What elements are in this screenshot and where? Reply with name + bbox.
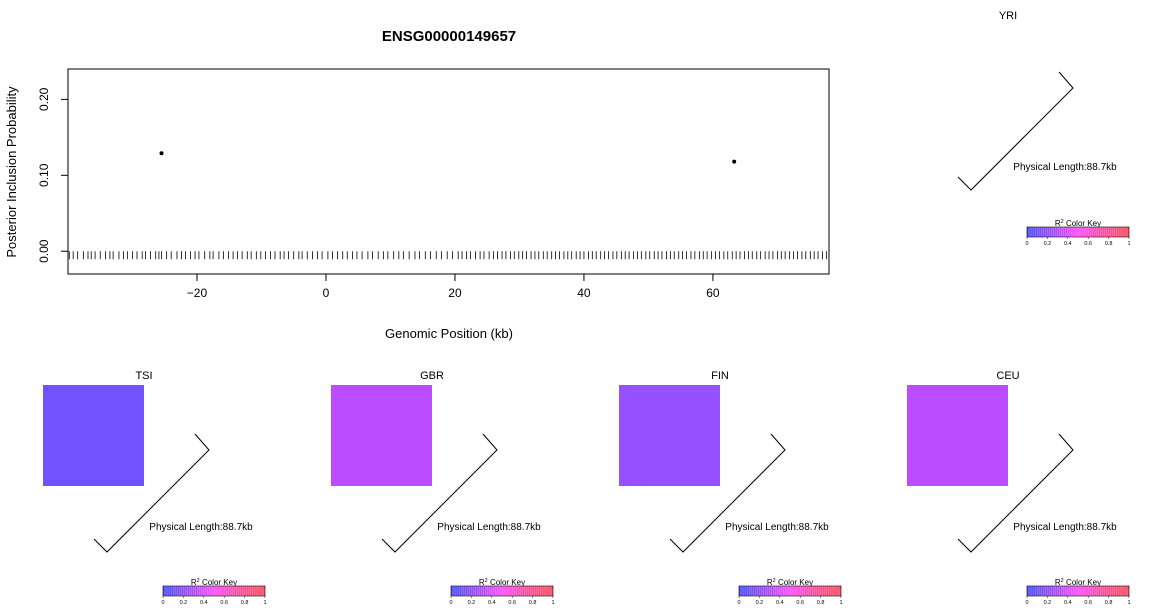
color-key-bar — [1026, 226, 1130, 238]
x-tick-label: −20 — [187, 286, 208, 300]
physical-length-label: Physical Length:88.7kb — [437, 522, 541, 533]
color-key-bar — [1026, 585, 1130, 597]
ld-panel-fin: FIN Physical Length:88.7kb R2 Color Key 0 0.… — [619, 370, 843, 606]
y-tick-label: 0.00 — [37, 239, 51, 263]
ld-triangle-outline — [93, 433, 210, 553]
plot-title: ENSG00000149657 — [382, 28, 516, 45]
color-key-tick-label: 1 — [839, 600, 842, 606]
color-key-tick-label: 0.4 — [488, 600, 496, 606]
physical-length-label: Physical Length:88.7kb — [1013, 522, 1117, 533]
color-key-tick-label: 1 — [1127, 241, 1130, 247]
color-key-title: R2 Color Key — [479, 578, 525, 587]
population-label: CEU — [996, 370, 1019, 382]
population-label: TSI — [135, 370, 152, 382]
ld-cell — [907, 385, 1008, 486]
physical-length-label: Physical Length:88.7kb — [1013, 162, 1117, 173]
color-key-tick-label: 0.2 — [756, 600, 764, 606]
y-axis-label: Posterior Inclusion Probability — [4, 86, 19, 258]
snp-rug — [68, 251, 827, 260]
y-tick-label: 0.10 — [37, 163, 51, 187]
population-label: FIN — [711, 370, 729, 382]
color-key-bar — [162, 585, 266, 597]
population-label: GBR — [420, 370, 444, 382]
color-key-tick-label: 1 — [263, 600, 266, 606]
ld-panel-gbr: GBR Physical Length:88.7kb R2 Color Key 0 0.… — [331, 370, 555, 606]
color-key-tick-label: 0.4 — [200, 600, 208, 606]
color-key-tick-label: 0.8 — [817, 600, 825, 606]
r2-color-key: R2 Color Key 0 0.2 0.4 0.6 0.8 1 — [737, 578, 842, 606]
ld-triangle-outline — [669, 433, 786, 553]
color-key-tick-label: 0 — [737, 600, 740, 606]
color-key-title: R2 Color Key — [191, 578, 237, 587]
color-key-tick-label: 0.8 — [1105, 241, 1113, 247]
r2-color-key: R2 Color Key 0 0.2 0.4 0.6 0.8 1 — [1025, 578, 1130, 606]
color-key-tick-label: 0.6 — [1084, 600, 1092, 606]
color-key-tick-label: 1 — [1127, 600, 1130, 606]
color-key-title: R2 Color Key — [1055, 219, 1101, 228]
x-axis-label: Genomic Position (kb) — [385, 326, 513, 341]
color-key-tick-label: 0.8 — [241, 600, 249, 606]
color-key-tick-label: 0 — [161, 600, 164, 606]
physical-length-label: Physical Length:88.7kb — [725, 522, 829, 533]
ld-triangle-outline — [381, 433, 498, 553]
color-key-tick-label: 0.2 — [180, 600, 188, 606]
population-label: YRI — [999, 10, 1017, 22]
data-point — [159, 151, 164, 156]
x-axis: −20 0 20 40 60 — [187, 273, 720, 300]
x-tick-label: 60 — [706, 286, 720, 300]
ld-panel-ceu: CEU Physical Length:88.7kb R2 Color Key 0 0.… — [907, 370, 1131, 606]
color-key-tick-label: 0.2 — [468, 600, 476, 606]
y-axis: 0.00 0.10 0.20 — [37, 87, 69, 263]
x-tick-label: 20 — [448, 286, 462, 300]
color-key-title: R2 Color Key — [1055, 578, 1101, 587]
ld-cell — [619, 385, 720, 486]
ld-cell — [43, 385, 144, 486]
ld-panel-yri: YRI Physical Length:88.7kb R2 Color Key 0 0.… — [957, 10, 1131, 247]
color-key-bar — [450, 585, 554, 597]
color-key-title: R2 Color Key — [767, 578, 813, 587]
r2-color-key: R2 Color Key 0 0.2 0.4 0.6 0.8 1 — [449, 578, 554, 606]
x-tick-label: 40 — [577, 286, 591, 300]
color-key-tick-label: 0.2 — [1044, 600, 1052, 606]
color-key-tick-label: 0.8 — [1105, 600, 1113, 606]
color-key-tick-label: 0.4 — [776, 600, 784, 606]
color-key-tick-label: 0.6 — [220, 600, 228, 606]
r2-color-key: R2 Color Key 0 0.2 0.4 0.6 0.8 1 — [161, 578, 266, 606]
color-key-tick-label: 0.2 — [1044, 241, 1052, 247]
pip-scatter-plot: ENSG00000149657 −20 0 20 40 60 0.000.100.20 … — [4, 28, 830, 341]
color-key-tick-label: 1 — [551, 600, 554, 606]
color-key-tick-label: 0 — [1025, 241, 1028, 247]
ld-cell — [331, 385, 432, 486]
color-key-tick-label: 0.6 — [796, 600, 804, 606]
data-points — [159, 151, 737, 164]
color-key-tick-label: 0.4 — [1064, 600, 1072, 606]
color-key-tick-label: 0 — [1025, 600, 1028, 606]
color-key-tick-label: 0.6 — [1084, 241, 1092, 247]
ld-triangle-outline — [957, 71, 1074, 191]
color-key-bar — [738, 585, 842, 597]
x-tick-label: 0 — [323, 286, 330, 300]
r2-color-key: R2 Color Key 0 0.2 0.4 0.6 0.8 1 — [1025, 219, 1130, 247]
color-key-tick-label: 0 — [449, 600, 452, 606]
ld-panel-tsi: TSI Physical Length:88.7kb R2 Color Key 0 0.… — [43, 370, 267, 606]
plot-frame — [67, 68, 830, 275]
data-point — [732, 159, 737, 164]
color-key-tick-label: 0.6 — [508, 600, 516, 606]
ld-triangle-outline — [957, 433, 1074, 553]
color-key-tick-label: 0.8 — [529, 600, 537, 606]
ld-heatmap-panels: YRI Physical Length:88.7kb R2 Color Key 0 0.… — [43, 10, 1131, 606]
y-tick-label: 0.20 — [37, 87, 51, 111]
physical-length-label: Physical Length:88.7kb — [149, 522, 253, 533]
color-key-tick-label: 0.4 — [1064, 241, 1072, 247]
